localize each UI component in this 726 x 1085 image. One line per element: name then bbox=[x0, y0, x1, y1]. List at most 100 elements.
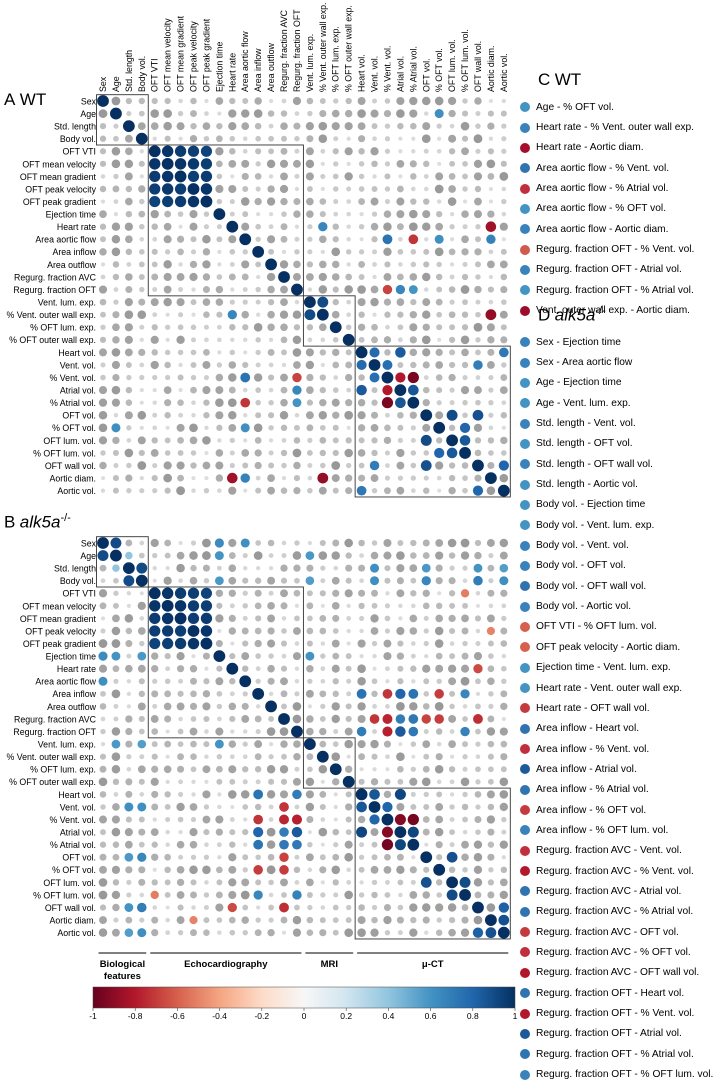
column-label: Ejection time bbox=[214, 42, 224, 92]
alk5a-cell bbox=[112, 841, 120, 848]
alk5a-cell bbox=[190, 929, 197, 937]
wt-cell bbox=[305, 122, 314, 131]
wt-cell bbox=[148, 158, 161, 170]
alk5a-list-item: Body vol. - Vent. lum. exp. bbox=[520, 515, 713, 535]
wt-cell bbox=[268, 248, 275, 255]
alk5a-cell bbox=[307, 704, 312, 709]
wt-cell bbox=[461, 462, 469, 469]
wt-cell bbox=[501, 237, 506, 242]
alk5a-cell bbox=[332, 539, 340, 547]
alk5a-cell bbox=[190, 540, 197, 546]
wt-cell bbox=[164, 349, 171, 356]
wt-cell bbox=[448, 424, 456, 431]
wt-cell bbox=[461, 361, 469, 369]
wt-cell bbox=[189, 423, 198, 433]
wt-cell bbox=[267, 110, 275, 117]
wt-cell bbox=[317, 472, 329, 484]
wt-cell bbox=[139, 236, 145, 242]
alk5a-cell bbox=[126, 754, 132, 760]
wt-cell bbox=[98, 423, 108, 433]
alk5a-list-item-text: Regurg. fraction AVC - % Vent. vol. bbox=[536, 865, 694, 877]
alk5a-cell bbox=[217, 804, 222, 810]
wt-cell bbox=[253, 109, 263, 118]
alk5a-cell bbox=[333, 729, 339, 735]
alk5a-cell bbox=[474, 891, 482, 899]
alk5a-cell bbox=[320, 892, 326, 898]
alk5a-cell bbox=[345, 715, 352, 723]
alk5a-cell bbox=[357, 815, 366, 824]
wt-cell bbox=[487, 260, 495, 269]
column-label: OFT VTI bbox=[150, 58, 160, 92]
correlation-dot bbox=[520, 203, 530, 214]
panel-d-genotype: alk5a bbox=[554, 305, 596, 325]
alk5a-cell bbox=[294, 603, 300, 608]
alk5a-cell bbox=[384, 565, 391, 572]
wt-cell bbox=[320, 362, 325, 368]
wt-cell bbox=[138, 261, 145, 268]
wt-cell bbox=[385, 412, 390, 418]
wt-cell bbox=[333, 98, 339, 104]
alk5a-cell bbox=[397, 930, 403, 936]
alk5a-cell bbox=[255, 540, 262, 546]
wt-cell bbox=[411, 186, 416, 192]
wt-cell bbox=[152, 374, 158, 381]
wt-cell bbox=[500, 374, 508, 381]
alk5a-cell bbox=[190, 716, 197, 722]
wt-cell bbox=[448, 286, 456, 293]
wt-cell bbox=[241, 222, 250, 231]
alk5a-cell bbox=[332, 929, 339, 936]
wt-cell bbox=[152, 425, 158, 431]
alk5a-cell bbox=[487, 753, 494, 760]
alk5a-cell bbox=[216, 716, 222, 722]
alk5a-cell bbox=[216, 866, 223, 874]
alk5a-cell bbox=[371, 753, 378, 760]
wt-cell bbox=[422, 122, 431, 131]
alk5a-cell bbox=[424, 653, 429, 659]
wt-cell bbox=[268, 362, 274, 368]
wt-cell bbox=[462, 161, 468, 167]
alk5a-cell bbox=[241, 878, 250, 887]
alk5a-cell bbox=[424, 930, 429, 935]
wt-cell bbox=[178, 362, 183, 368]
alk5a-cell bbox=[111, 815, 120, 824]
alk5a-cell bbox=[111, 639, 121, 648]
wt-cell bbox=[474, 236, 481, 243]
alk5a-list-item: Regurg. fraction AVC - % Atrial vol. bbox=[520, 902, 713, 922]
alk5a-cell bbox=[294, 666, 300, 671]
alk5a-cell bbox=[280, 577, 288, 584]
wt-cell bbox=[371, 186, 378, 192]
wt-cell bbox=[487, 110, 494, 117]
correlation-dot bbox=[520, 581, 530, 592]
alk5a-cell bbox=[139, 640, 145, 647]
wt-cell bbox=[292, 372, 302, 383]
alk5a-cell bbox=[176, 840, 185, 849]
wt-cell bbox=[356, 384, 367, 396]
wt-cell bbox=[97, 95, 109, 107]
alk5a-cell bbox=[281, 753, 287, 760]
wt-cell bbox=[113, 413, 119, 418]
alk5a-cell bbox=[500, 690, 508, 698]
group-label-line2: features bbox=[104, 971, 141, 982]
wt-cell bbox=[409, 96, 418, 106]
alk5a-cell bbox=[97, 550, 109, 562]
alk5a-cell bbox=[398, 603, 403, 609]
alk5a-cell bbox=[253, 789, 264, 800]
wt-cell bbox=[112, 487, 119, 494]
wt-cell bbox=[139, 475, 144, 481]
alk5a-cell bbox=[240, 538, 250, 548]
alk5a-cell bbox=[149, 612, 161, 625]
alk5a-cell bbox=[318, 551, 328, 560]
wt-cell bbox=[228, 159, 237, 168]
wt-cell bbox=[346, 387, 352, 393]
alk5a-cell bbox=[473, 563, 483, 573]
alk5a-cell bbox=[165, 779, 170, 784]
column-label: Area aortic flow bbox=[240, 31, 250, 92]
alk5a-cell bbox=[307, 841, 313, 848]
alk5a-cell bbox=[204, 880, 209, 885]
wt-cell bbox=[281, 349, 287, 356]
alk5a-cell bbox=[217, 792, 222, 797]
wt-cell bbox=[434, 234, 444, 244]
alk5a-cell bbox=[448, 766, 456, 773]
alk5a-cell bbox=[215, 828, 223, 836]
alk5a-cell bbox=[292, 915, 302, 925]
